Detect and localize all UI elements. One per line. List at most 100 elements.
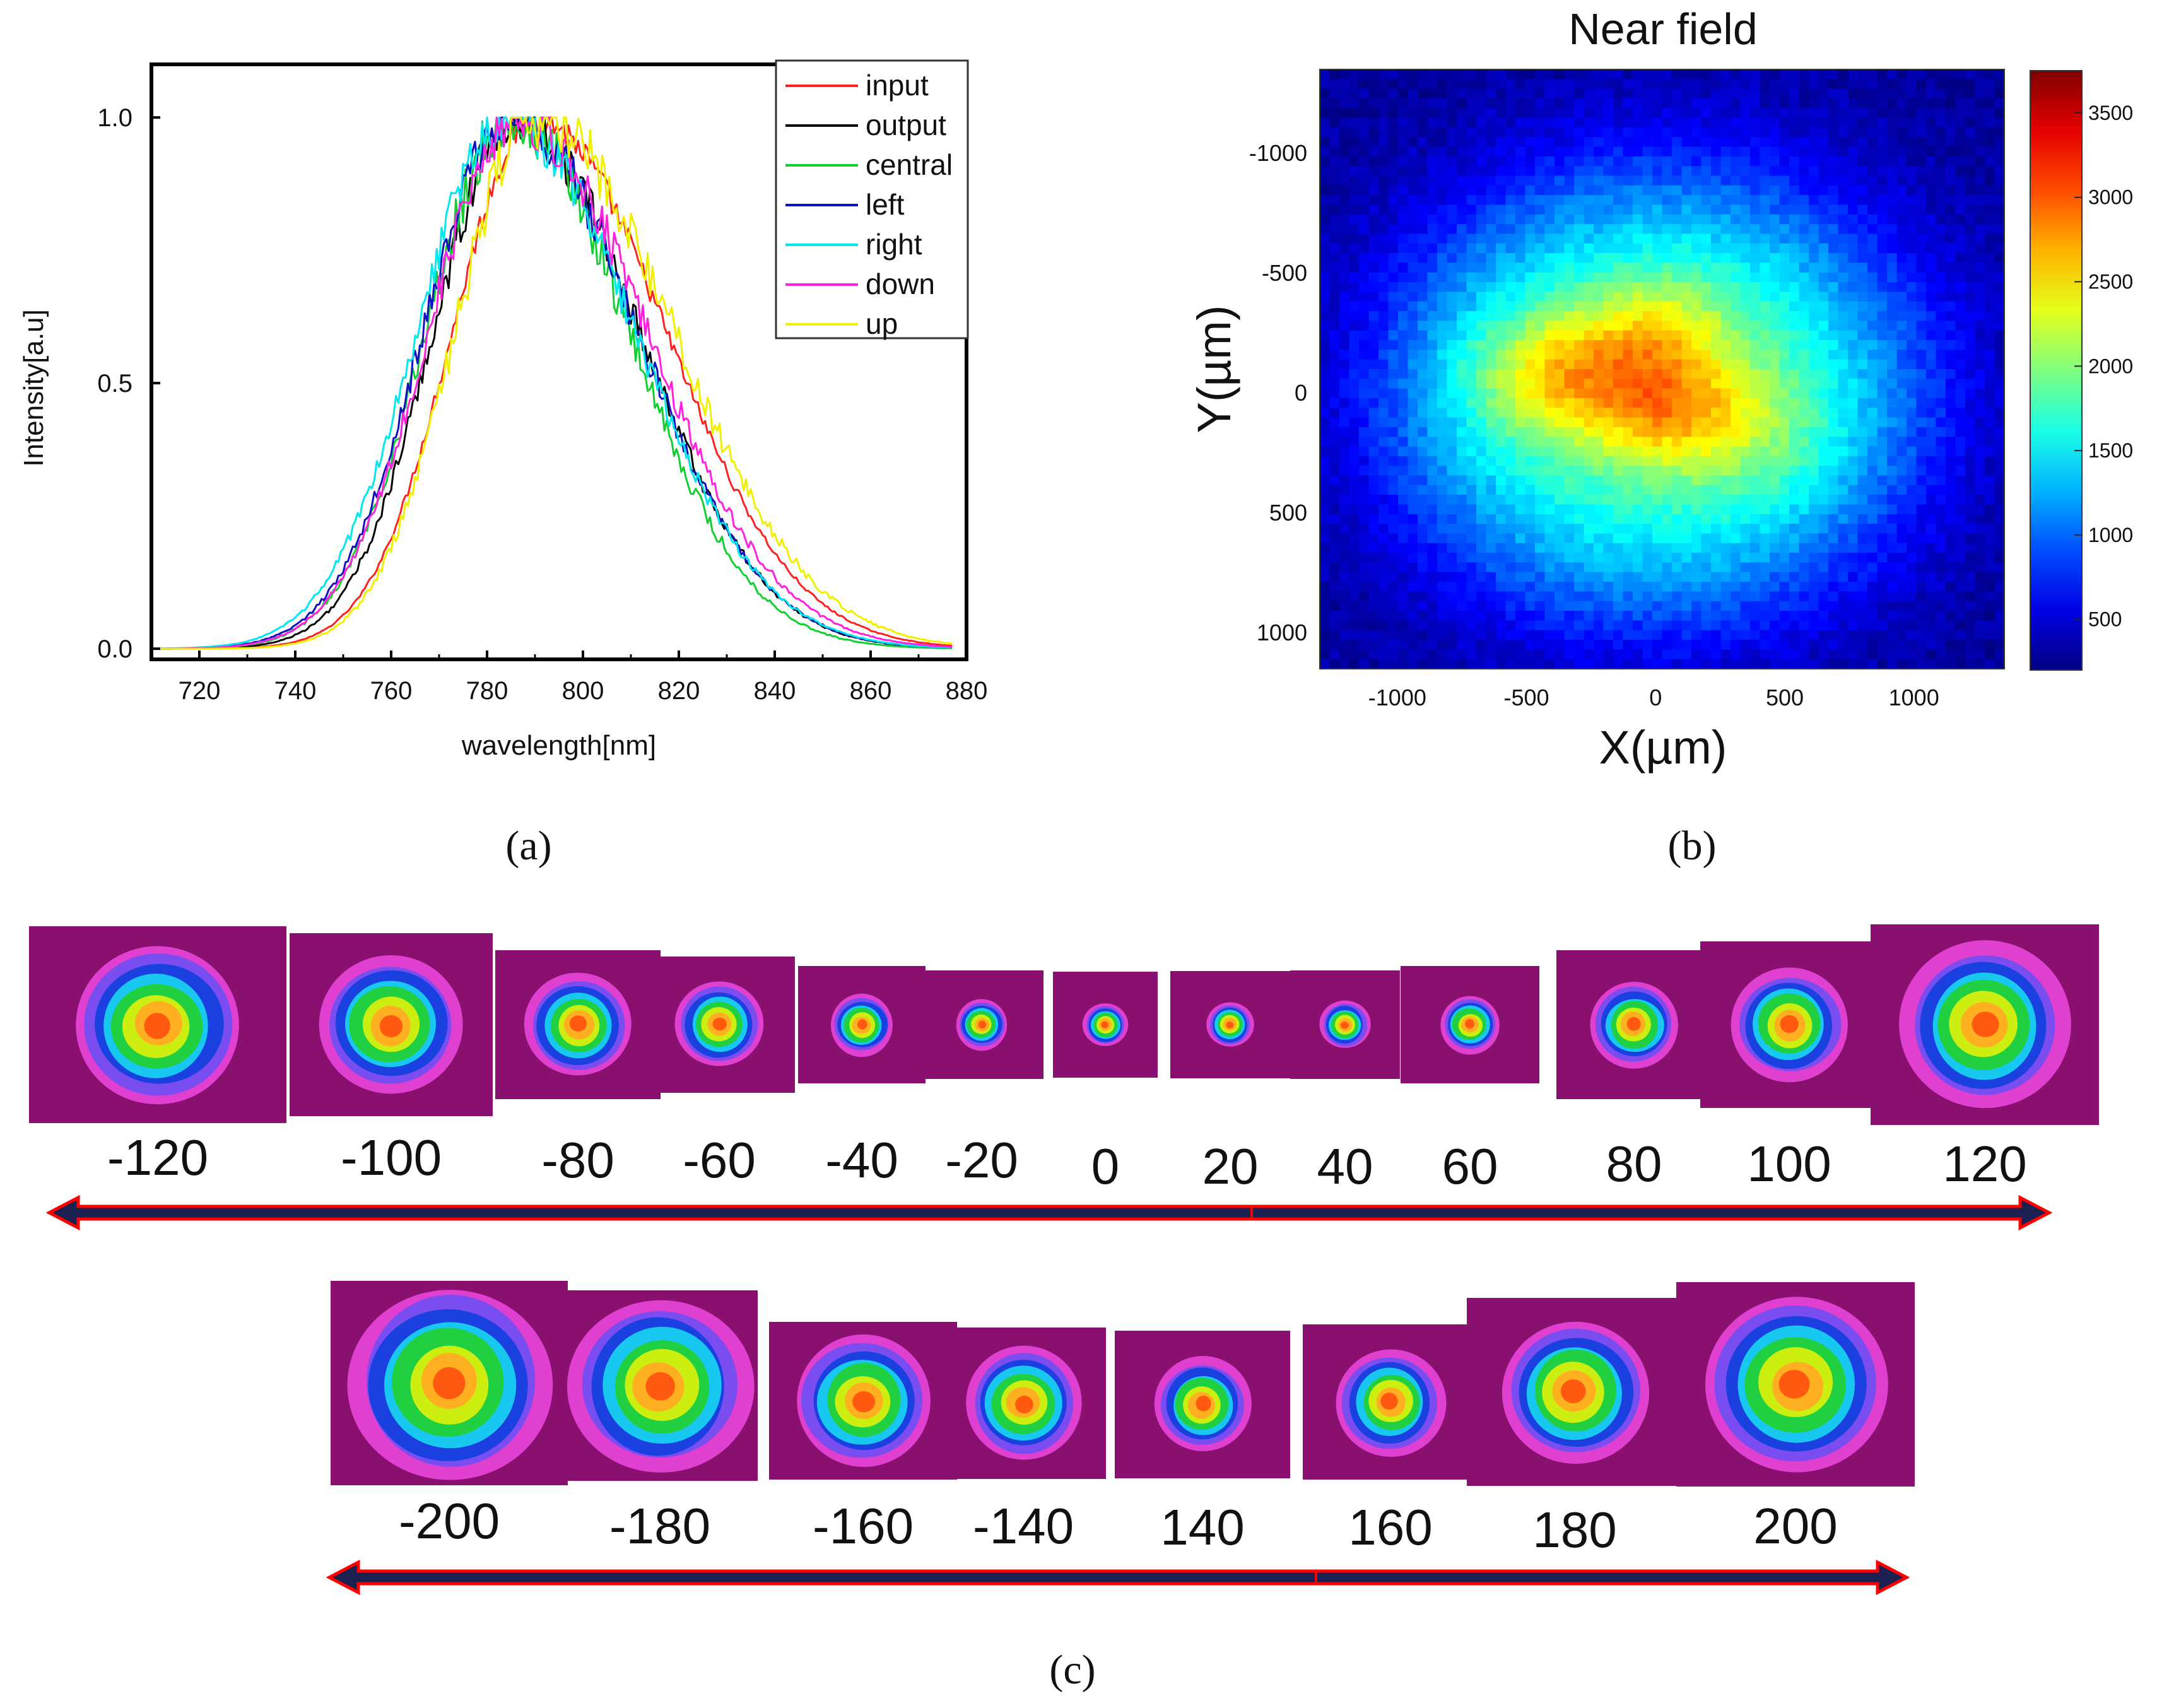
heatmap-cell xyxy=(1662,233,1672,244)
heatmap-cell xyxy=(1544,340,1555,350)
heatmap-cell xyxy=(1555,185,1565,196)
heatmap-cell xyxy=(1574,166,1585,177)
heatmap-cell xyxy=(1809,146,1819,157)
heatmap-cell xyxy=(1955,292,1966,302)
heatmap-cell xyxy=(1496,321,1507,331)
heatmap-cell xyxy=(1740,98,1751,109)
heatmap-cell xyxy=(1789,466,1800,476)
heatmap-cell xyxy=(1936,591,1946,602)
heatmap-cell xyxy=(1544,417,1555,428)
heatmap-cell xyxy=(1838,359,1848,370)
heatmap-cell xyxy=(1711,359,1722,370)
heatmap-cell xyxy=(1760,417,1770,428)
heatmap-cell xyxy=(1652,224,1663,235)
heatmap-cell xyxy=(1496,495,1507,505)
heatmap-cell xyxy=(1555,253,1565,264)
heatmap-cell xyxy=(1848,408,1859,418)
heatmap-cell xyxy=(1476,233,1487,244)
heatmap-cell xyxy=(1486,456,1496,466)
heatmap-cell xyxy=(1525,272,1536,283)
heatmap-cell xyxy=(1720,427,1731,437)
heatmap-cell xyxy=(1994,398,2005,408)
heatmap-cell xyxy=(1408,340,1418,350)
heatmap-cell xyxy=(1633,195,1643,206)
heatmap-cell xyxy=(1691,417,1702,428)
position-axis-arrows xyxy=(45,1194,2053,1596)
heatmap-cell xyxy=(1594,117,1604,128)
heatmap-cell xyxy=(1965,620,1976,631)
heatmap-cell xyxy=(1681,427,1692,437)
heatmap-cell xyxy=(1457,292,1467,302)
heatmap-cell xyxy=(1809,166,1819,177)
heatmap-cell xyxy=(1838,630,1848,640)
heatmap-cell xyxy=(1720,514,1731,524)
heatmap-cell xyxy=(1496,562,1507,573)
heatmap-cell xyxy=(1672,659,1683,669)
heatmap-cell xyxy=(1867,98,1878,109)
heatmap-cell xyxy=(1515,214,1526,225)
heatmap-cell xyxy=(1896,504,1907,515)
heatmap-cell xyxy=(1857,243,1868,254)
heatmap-cell xyxy=(1809,408,1819,418)
heatmap-cell xyxy=(1799,79,1809,90)
heatmap-cell xyxy=(1672,504,1683,515)
heatmap-cell xyxy=(1740,292,1751,302)
heatmap-cell xyxy=(1720,524,1731,534)
heatmap-cell xyxy=(1916,640,1927,650)
heatmap-cell xyxy=(1652,262,1663,273)
y-tick-label: 500 xyxy=(1269,500,1307,526)
heatmap-cell xyxy=(1691,233,1702,244)
heatmap-cell xyxy=(1789,137,1800,148)
heatmap-cell xyxy=(1965,117,1976,128)
heatmap-cell xyxy=(1965,514,1976,524)
heatmap-cell xyxy=(1867,282,1878,293)
heatmap-cell xyxy=(1349,475,1360,486)
heatmap-cell xyxy=(1701,456,1712,466)
heatmap-cell xyxy=(1896,427,1907,437)
heatmap-cell xyxy=(1946,572,1956,582)
heatmap-cell xyxy=(1466,524,1477,534)
heatmap-cell xyxy=(1887,204,1898,215)
heatmap-cell xyxy=(1994,233,2005,244)
heatmap-cell xyxy=(1418,156,1428,167)
heatmap-cell xyxy=(1750,214,1761,225)
heatmap-cell xyxy=(1887,553,1898,563)
heatmap-cell xyxy=(1838,282,1848,293)
heatmap-cell xyxy=(1486,137,1496,148)
heatmap-cell xyxy=(1496,69,1507,80)
heatmap-cell xyxy=(1896,417,1907,428)
heatmap-cell xyxy=(1623,175,1633,186)
heatmap-cell xyxy=(1681,562,1692,573)
heatmap-cell xyxy=(1388,398,1399,408)
heatmap-cell xyxy=(1818,214,1829,225)
heatmap-cell xyxy=(1740,379,1751,389)
heatmap-cell xyxy=(1809,379,1819,389)
heatmap-cell xyxy=(1877,553,1888,563)
heatmap-cell xyxy=(1388,137,1399,148)
heatmap-cell xyxy=(1388,321,1399,331)
heatmap-cell xyxy=(1779,195,1790,206)
heatmap-cell xyxy=(1642,340,1653,350)
heatmap-cell xyxy=(1779,127,1790,138)
heatmap-cell xyxy=(1720,620,1731,631)
heatmap-cell xyxy=(1701,262,1712,273)
heatmap-cell xyxy=(1789,427,1800,437)
heatmap-cell xyxy=(1642,166,1653,177)
heatmap-cell xyxy=(1486,311,1496,321)
heatmap-cell xyxy=(1731,388,1741,399)
heatmap-cell xyxy=(1691,649,1702,660)
heatmap-cell xyxy=(1505,311,1516,321)
heatmap-cell xyxy=(1936,649,1946,660)
heatmap-cell xyxy=(1672,301,1683,312)
heatmap-cell xyxy=(1368,553,1379,563)
heatmap-cell xyxy=(1584,108,1594,119)
heatmap-cell xyxy=(1515,195,1526,206)
heatmap-cell xyxy=(1427,146,1438,157)
heatmap-cell xyxy=(1955,330,1966,341)
heatmap-cell xyxy=(1907,301,1917,312)
heatmap-cell xyxy=(1750,485,1761,495)
heatmap-cell xyxy=(1662,137,1672,148)
heatmap-cell xyxy=(1828,533,1839,544)
heatmap-cell xyxy=(1584,146,1594,157)
heatmap-cell xyxy=(1691,340,1702,350)
